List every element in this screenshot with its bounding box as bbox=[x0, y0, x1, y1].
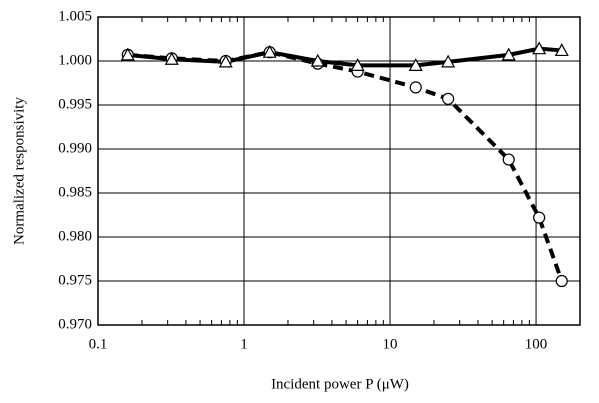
circle-marker bbox=[555, 274, 568, 288]
y-tick-label: 1.005 bbox=[58, 8, 92, 24]
triangle-marker bbox=[501, 47, 516, 61]
x-tick-label: 1 bbox=[240, 336, 248, 352]
triangle-marker bbox=[441, 54, 456, 68]
triangle-marker bbox=[408, 58, 423, 72]
y-tick-label: 1.000 bbox=[58, 52, 92, 68]
y-tick-label: 0.990 bbox=[58, 140, 92, 156]
y-tick-label: 0.985 bbox=[58, 184, 92, 200]
triangle-marker bbox=[532, 41, 547, 55]
plot-frame bbox=[97, 16, 581, 326]
triangle-marker bbox=[218, 54, 233, 68]
circle-marker bbox=[533, 211, 546, 224]
circle-marker bbox=[409, 81, 422, 94]
triangle-marker bbox=[350, 58, 365, 72]
series-line bbox=[127, 50, 564, 282]
x-tick-label: 0.1 bbox=[89, 336, 108, 352]
x-axis-label: Incident power P (μW) bbox=[271, 376, 409, 392]
y-tick-label: 0.980 bbox=[58, 228, 92, 244]
circle-marker bbox=[502, 153, 515, 166]
triangle-marker bbox=[554, 43, 569, 57]
y-tick-label: 0.975 bbox=[58, 272, 92, 288]
series-line bbox=[127, 46, 562, 68]
circle-marker bbox=[442, 92, 455, 105]
y-axis-label: Normalized responsivity bbox=[11, 97, 27, 245]
x-tick-label: 100 bbox=[525, 336, 548, 352]
triangle-marker bbox=[164, 51, 179, 65]
y-tick-label: 0.970 bbox=[58, 316, 92, 332]
triangle-marker bbox=[262, 44, 277, 58]
triangle-marker bbox=[120, 47, 135, 61]
x-tick-label: 10 bbox=[383, 336, 398, 352]
triangle-marker bbox=[310, 53, 325, 67]
y-tick-label: 0.995 bbox=[58, 96, 92, 112]
